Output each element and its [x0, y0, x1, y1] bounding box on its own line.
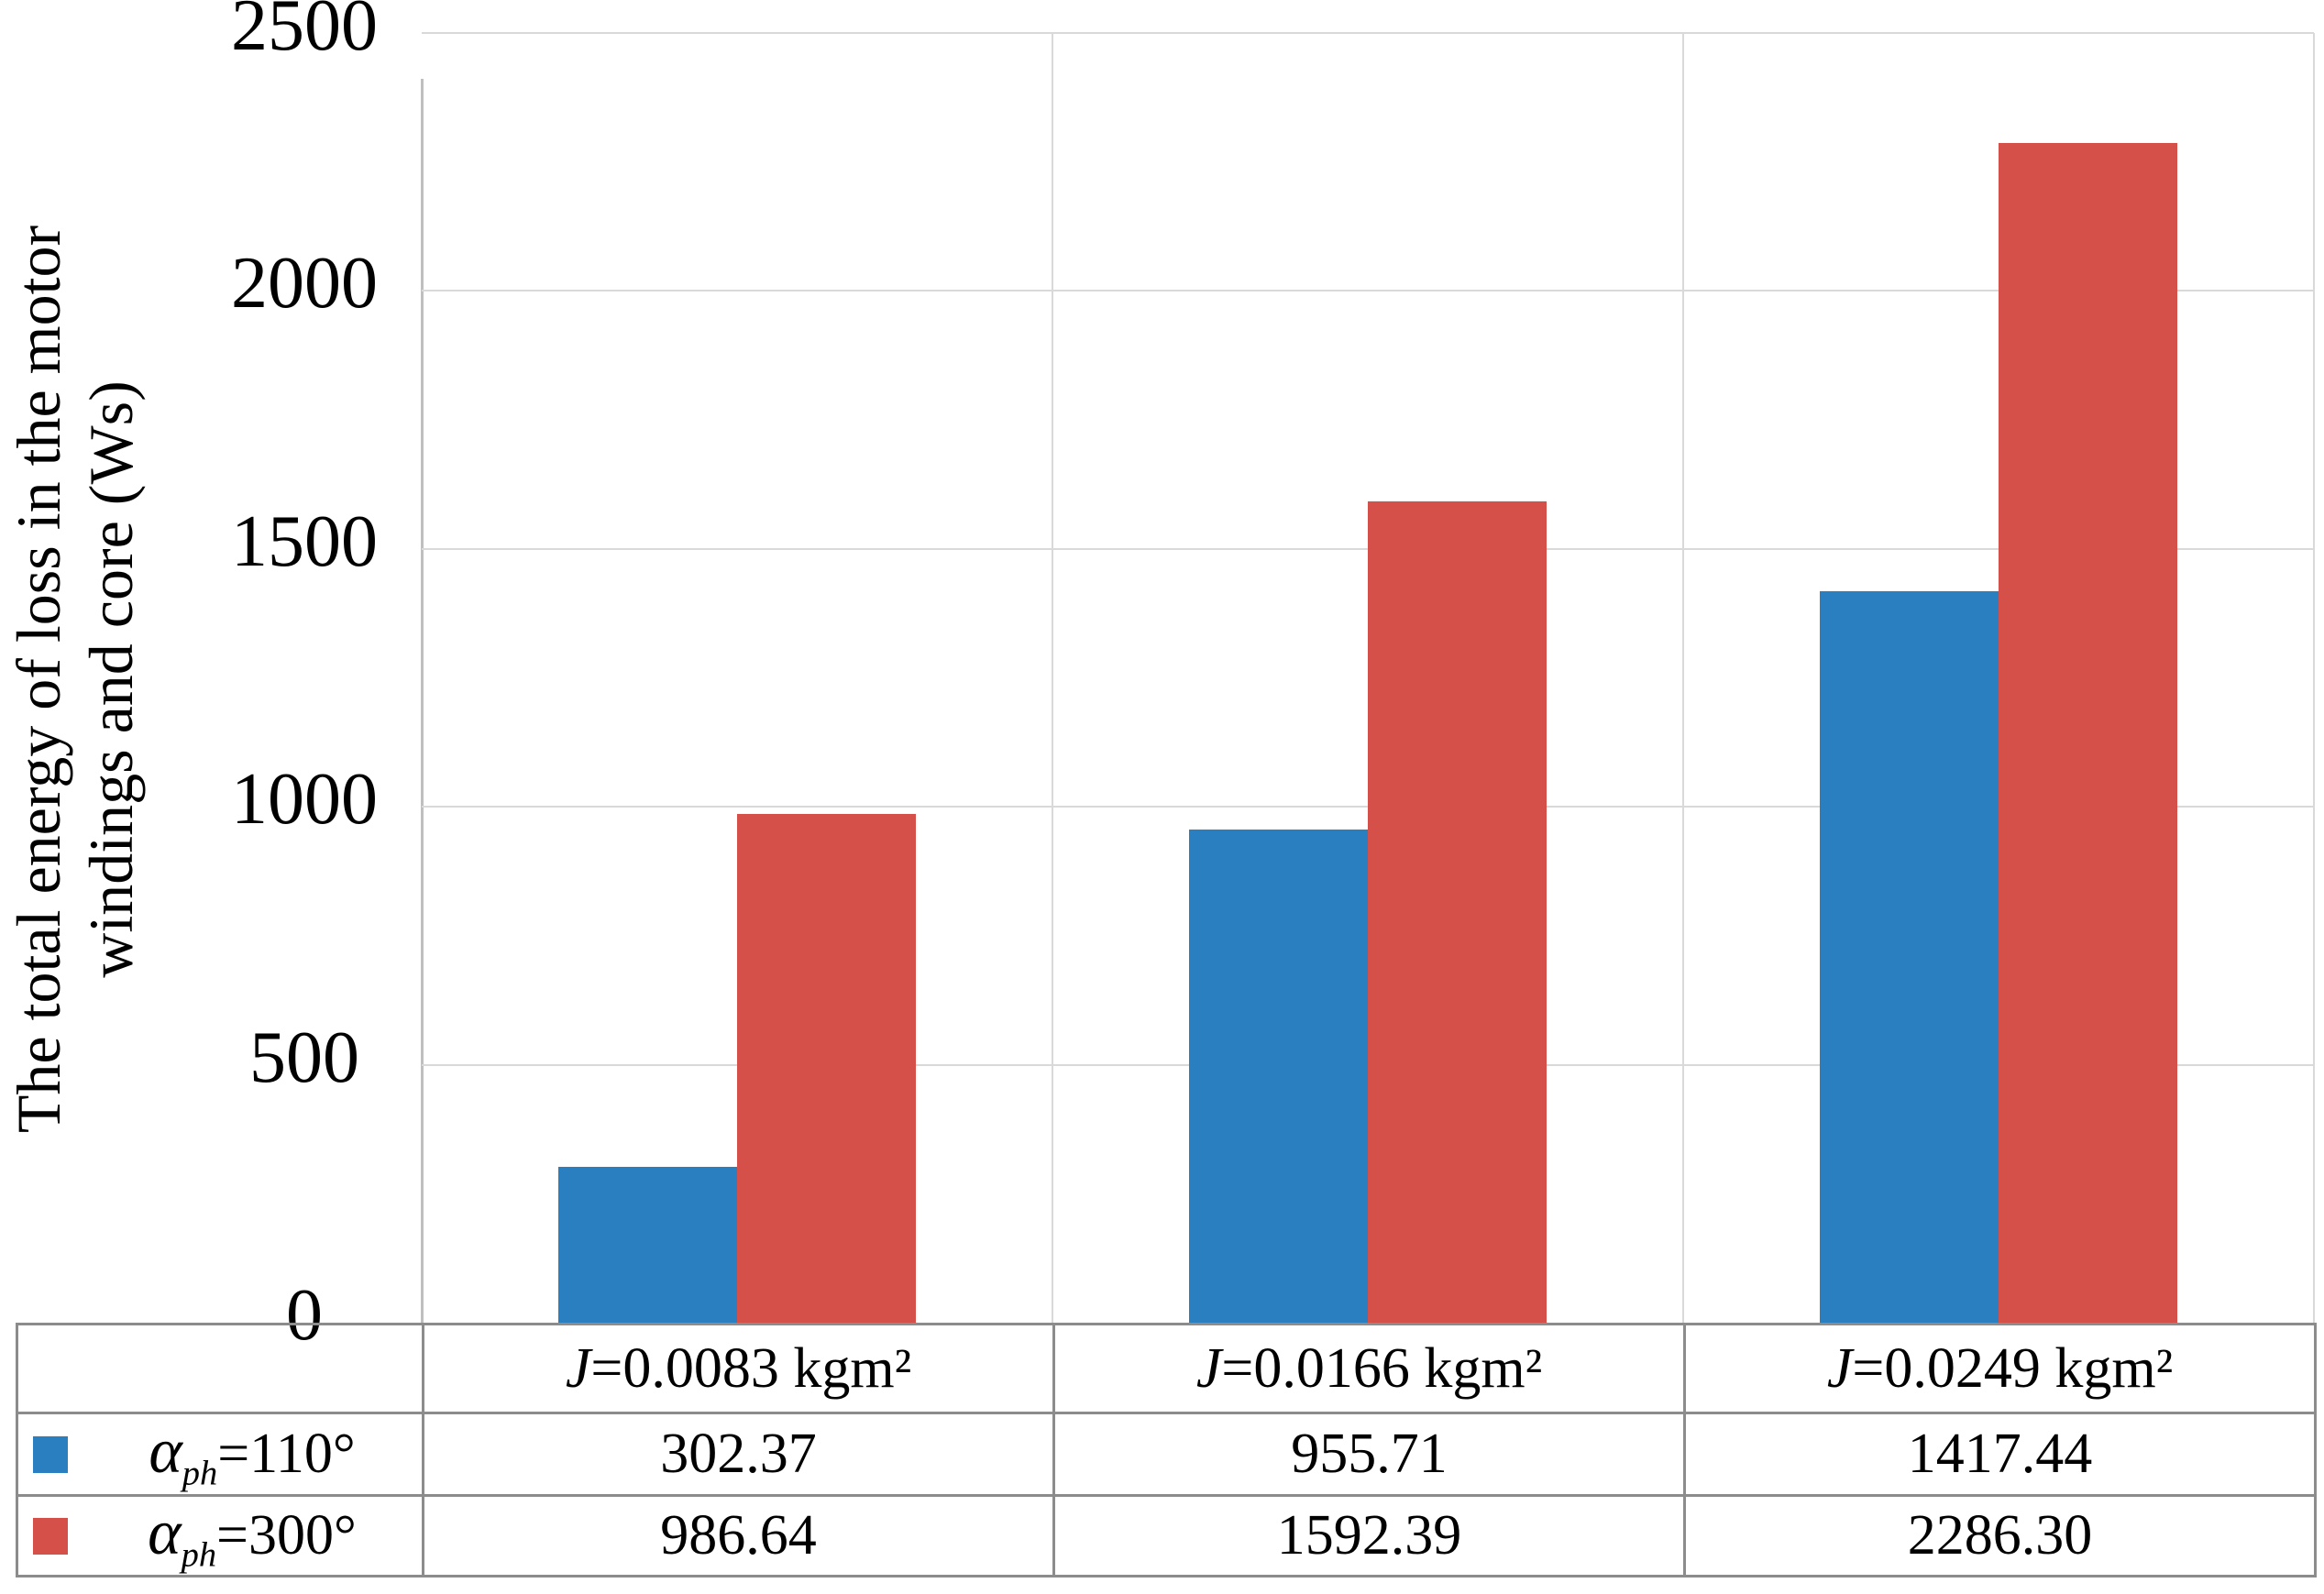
table-header-row: J=0.0083 kgm² J=0.0166 kgm² J=0.0249 kgm… — [16, 1323, 2317, 1414]
value-300-cat2: 1592.39 — [1052, 1493, 1686, 1578]
legend-value-110: =110° — [217, 1422, 356, 1485]
bar-series2-category2 — [1368, 500, 1547, 1323]
y-tick-label-1500: 1500 — [231, 500, 378, 582]
category-3-symbol: J — [1826, 1336, 1853, 1400]
alpha-subscript: ph — [181, 1535, 217, 1575]
value-110-cat2: 955.71 — [1052, 1412, 1686, 1497]
gridline-x-1 — [1052, 33, 1053, 1323]
category-2-symbol: J — [1195, 1336, 1222, 1400]
bar-series2-category1 — [737, 813, 916, 1323]
value-110-cat3: 1417.44 — [1683, 1412, 2317, 1497]
legend-swatch-red — [33, 1517, 68, 1555]
gridline-y-2500 — [422, 32, 2314, 34]
table-blank-cell — [16, 1323, 424, 1414]
value-110-cat1: 302.37 — [422, 1412, 1055, 1497]
legend-label-300: αph=300° — [83, 1498, 357, 1575]
value-300-cat3: 2286.30 — [1683, 1493, 2317, 1578]
gridline-x-3 — [2313, 33, 2315, 1323]
y-axis-title-line1: The total energy of loss in the motor — [4, 225, 73, 1134]
y-tick-label-500: 500 — [249, 1017, 359, 1098]
bar-series1-category2 — [1189, 830, 1368, 1323]
bar-series1-category1 — [558, 1166, 737, 1323]
gridline-x-2 — [1682, 33, 1684, 1323]
gridline-y-2000 — [422, 290, 2314, 292]
series-row-110: αph=110° 302.37 955.71 1417.44 — [16, 1412, 2317, 1497]
legend-swatch-blue — [33, 1435, 68, 1473]
category-1-symbol: J — [565, 1336, 591, 1400]
y-tick-label-2500: 2500 — [231, 0, 378, 66]
category-header-3: J=0.0249 kgm² — [1683, 1323, 2317, 1414]
category-3-label: =0.0249 kgm² — [1852, 1336, 2174, 1400]
bar-series1-category3 — [1820, 591, 1999, 1323]
category-1-label: =0.0083 kgm² — [590, 1336, 912, 1400]
y-axis-title-line2: windings and core (Ws) — [75, 380, 146, 978]
legend-cell-110: αph=110° — [16, 1412, 424, 1497]
y-tick-label-1000: 1000 — [231, 759, 378, 841]
legend-cell-300: αph=300° — [16, 1493, 424, 1578]
alpha-symbol: α — [148, 1498, 182, 1568]
y-axis-title: The total energy of loss in the motor wi… — [3, 83, 159, 1275]
alpha-symbol: α — [149, 1415, 182, 1487]
series-row-300: αph=300° 986.64 1592.39 2286.30 — [16, 1493, 2317, 1578]
category-header-1: J=0.0083 kgm² — [422, 1323, 1055, 1414]
category-2-label: =0.0166 kgm² — [1221, 1336, 1543, 1400]
alpha-subscript: ph — [182, 1454, 218, 1493]
y-axis-line — [421, 79, 424, 1323]
legend-value-300: =300° — [216, 1504, 357, 1567]
data-table: J=0.0083 kgm² J=0.0166 kgm² J=0.0249 kgm… — [16, 1323, 2317, 1578]
value-300-cat1: 986.64 — [422, 1493, 1055, 1578]
legend-label-110: αph=110° — [84, 1415, 356, 1493]
bar-series2-category3 — [1999, 143, 2177, 1323]
y-tick-label-2000: 2000 — [231, 243, 378, 324]
category-header-2: J=0.0166 kgm² — [1052, 1323, 1686, 1414]
